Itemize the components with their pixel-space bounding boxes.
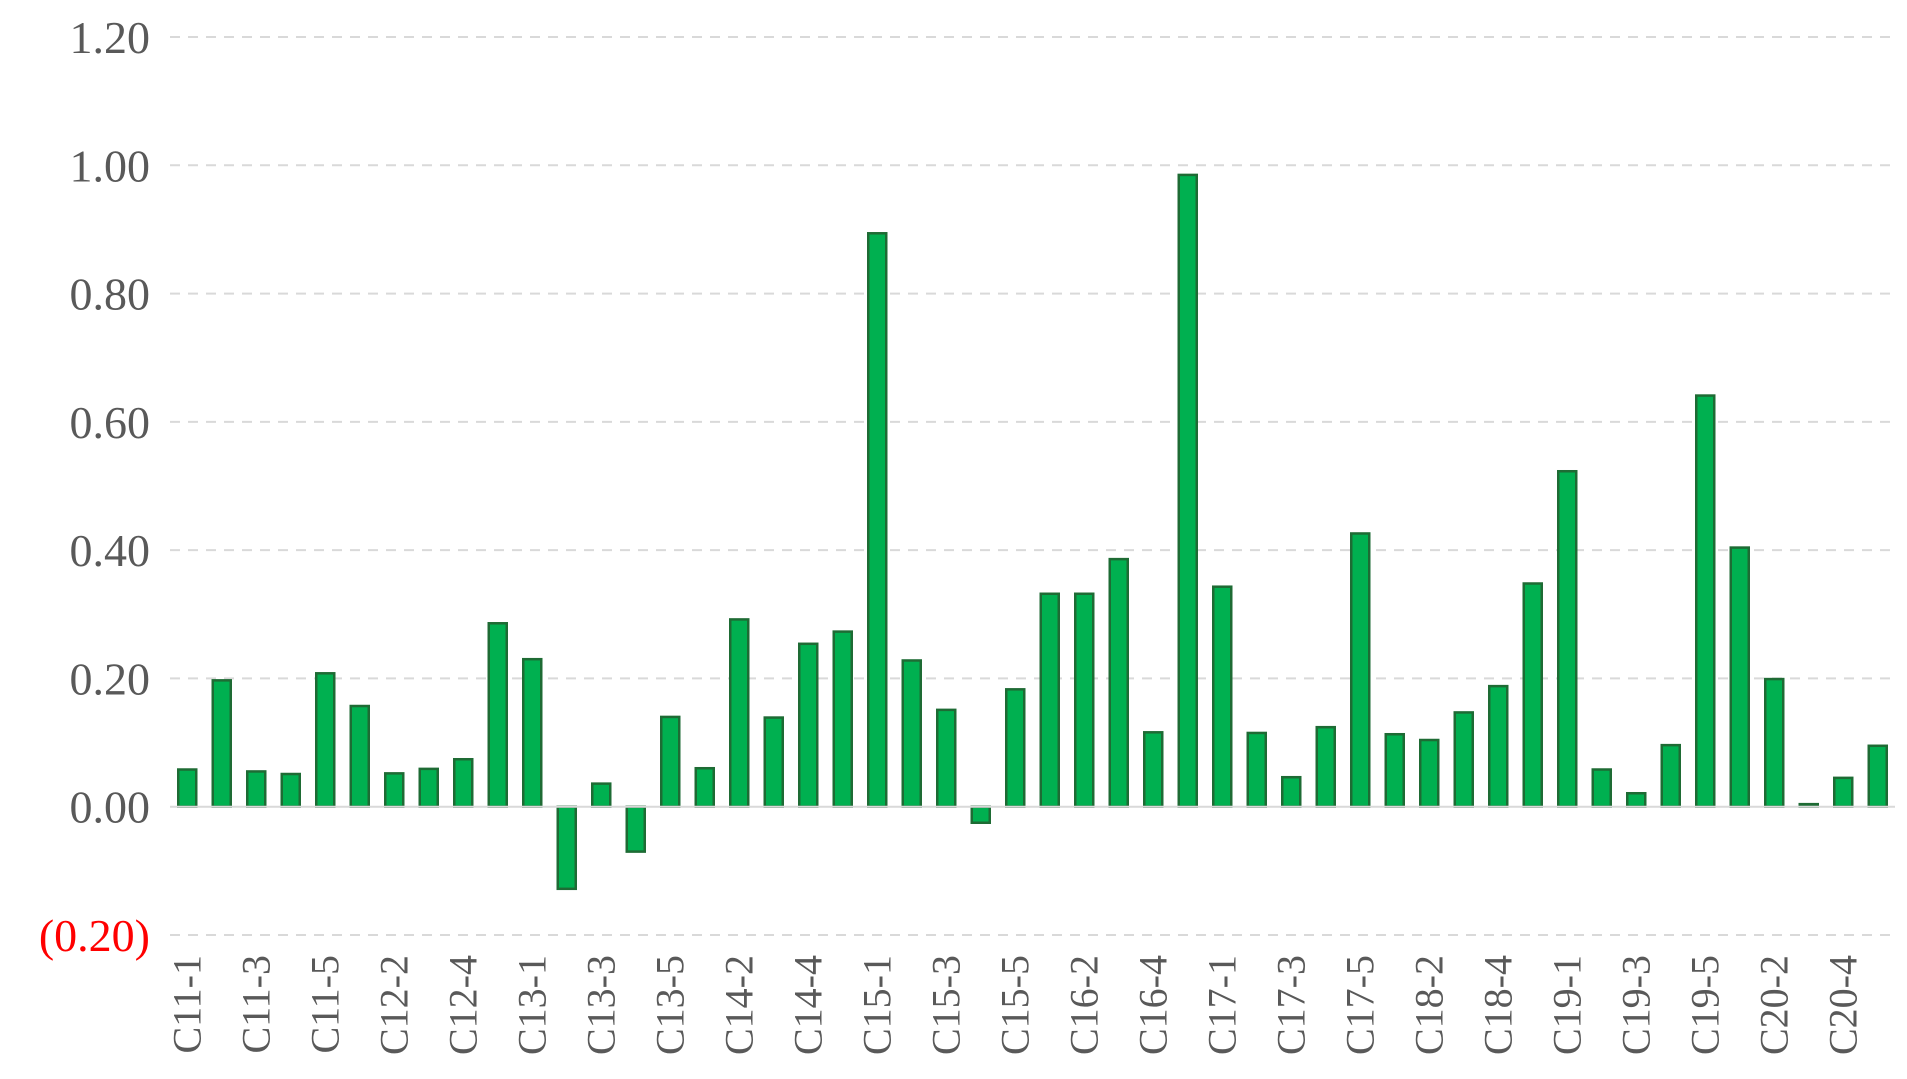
bar-c13-3 bbox=[591, 782, 612, 808]
bar-c14-4 bbox=[798, 642, 819, 808]
y-axis-ticks: (0.20) 0.00 0.20 0.40 0.60 0.80 1.00 1.20 bbox=[39, 12, 150, 961]
bar-c16-2 bbox=[1074, 592, 1095, 808]
bar-c13-4 bbox=[625, 805, 646, 853]
x-tick-label: C16-2 bbox=[1061, 955, 1106, 1055]
bar-c18-4 bbox=[1488, 684, 1509, 808]
bar-c20-5 bbox=[1867, 744, 1888, 808]
bar-c14-3 bbox=[763, 716, 784, 808]
x-tick-label: C13-3 bbox=[578, 955, 623, 1055]
bar-c18-1 bbox=[1384, 732, 1405, 808]
x-tick-label: C12-4 bbox=[440, 955, 485, 1055]
bar-c11-1 bbox=[177, 768, 198, 808]
bars bbox=[177, 173, 1888, 891]
x-tick-label: C14-2 bbox=[716, 955, 761, 1055]
x-tick-label: C13-5 bbox=[647, 955, 692, 1055]
x-tick-label: C15-3 bbox=[923, 955, 968, 1055]
bar-c14-1 bbox=[694, 766, 715, 808]
bar-c19-5 bbox=[1695, 394, 1716, 808]
bar-c16-3 bbox=[1108, 557, 1129, 808]
y-tick-label: 0.20 bbox=[70, 653, 151, 704]
bar-c17-5 bbox=[1350, 532, 1371, 808]
y-tick-label: 0.80 bbox=[70, 269, 151, 320]
bar-c11-2 bbox=[211, 679, 232, 808]
bar-c12-1 bbox=[349, 704, 370, 808]
x-tick-label: C15-5 bbox=[992, 955, 1037, 1055]
bar-c17-3 bbox=[1281, 775, 1302, 808]
bar-c12-3 bbox=[418, 767, 439, 808]
bar-c16-1 bbox=[1039, 592, 1060, 808]
x-tick-label: C19-1 bbox=[1544, 955, 1589, 1055]
x-tick-label: C17-1 bbox=[1199, 955, 1244, 1055]
x-axis-ticks: C11-1 C11-3 C11-5 C12-2 C12-4 C13-1 C13-3 C13-5… bbox=[164, 955, 1865, 1055]
bar-c13-2 bbox=[556, 805, 577, 891]
x-tick-label: C20-4 bbox=[1820, 955, 1865, 1055]
x-tick-label: C20-2 bbox=[1751, 955, 1796, 1055]
x-tick-label: C11-3 bbox=[233, 955, 278, 1054]
bar-c11-3 bbox=[246, 770, 267, 808]
bar-c18-5 bbox=[1522, 582, 1543, 808]
x-tick-label: C16-4 bbox=[1130, 955, 1175, 1055]
bar-c17-4 bbox=[1315, 725, 1336, 808]
bar-c14-2 bbox=[729, 618, 750, 808]
x-tick-label: C18-4 bbox=[1475, 955, 1520, 1055]
bar-c14-5 bbox=[832, 630, 853, 808]
x-tick-label: C11-1 bbox=[164, 955, 209, 1054]
bar-c19-3 bbox=[1626, 791, 1647, 808]
bar-c17-1 bbox=[1212, 585, 1233, 808]
bar-c15-3 bbox=[936, 708, 957, 808]
bar-c11-4 bbox=[280, 772, 301, 808]
y-tick-label: 0.60 bbox=[70, 397, 151, 448]
y-tick-label: 0.00 bbox=[70, 782, 151, 833]
bar-c12-5 bbox=[487, 622, 508, 808]
bar-c15-1 bbox=[867, 232, 888, 808]
y-tick-label: 1.00 bbox=[70, 140, 151, 191]
bar-c19-4 bbox=[1660, 743, 1681, 808]
bar-c15-5 bbox=[1005, 688, 1026, 808]
bar-c11-5 bbox=[315, 672, 336, 808]
x-tick-label: C19-3 bbox=[1613, 955, 1658, 1055]
bar-c13-1 bbox=[522, 657, 543, 808]
bar-c12-4 bbox=[453, 757, 474, 808]
bar-c16-4 bbox=[1143, 731, 1164, 808]
bar-c18-3 bbox=[1453, 711, 1474, 808]
x-tick-label: C14-4 bbox=[785, 955, 830, 1055]
bar-c19-2 bbox=[1591, 768, 1612, 808]
x-tick-label: C15-1 bbox=[854, 955, 899, 1055]
y-tick-label: (0.20) bbox=[39, 910, 150, 961]
bar-c15-4 bbox=[970, 805, 991, 825]
bar-c20-1 bbox=[1729, 546, 1750, 808]
x-tick-label: C12-2 bbox=[371, 955, 416, 1055]
bar-c12-2 bbox=[384, 772, 405, 808]
x-tick-label: C17-3 bbox=[1268, 955, 1313, 1055]
x-tick-label: C19-5 bbox=[1682, 955, 1727, 1055]
x-tick-label: C13-1 bbox=[509, 955, 554, 1055]
y-tick-label: 1.20 bbox=[70, 12, 151, 63]
x-tick-label: C11-5 bbox=[302, 955, 347, 1054]
y-tick-label: 0.40 bbox=[70, 525, 151, 576]
bar-c19-1 bbox=[1557, 469, 1578, 808]
x-tick-label: C18-2 bbox=[1406, 955, 1451, 1055]
bar-c20-2 bbox=[1764, 677, 1785, 808]
bar-c16-5 bbox=[1177, 173, 1198, 808]
x-tick-label: C17-5 bbox=[1337, 955, 1382, 1055]
bar-c18-2 bbox=[1419, 738, 1440, 808]
bar-c17-2 bbox=[1246, 731, 1267, 808]
bar-c15-2 bbox=[901, 659, 922, 808]
bar-c20-4 bbox=[1833, 776, 1854, 808]
bar-c13-5 bbox=[660, 715, 681, 808]
